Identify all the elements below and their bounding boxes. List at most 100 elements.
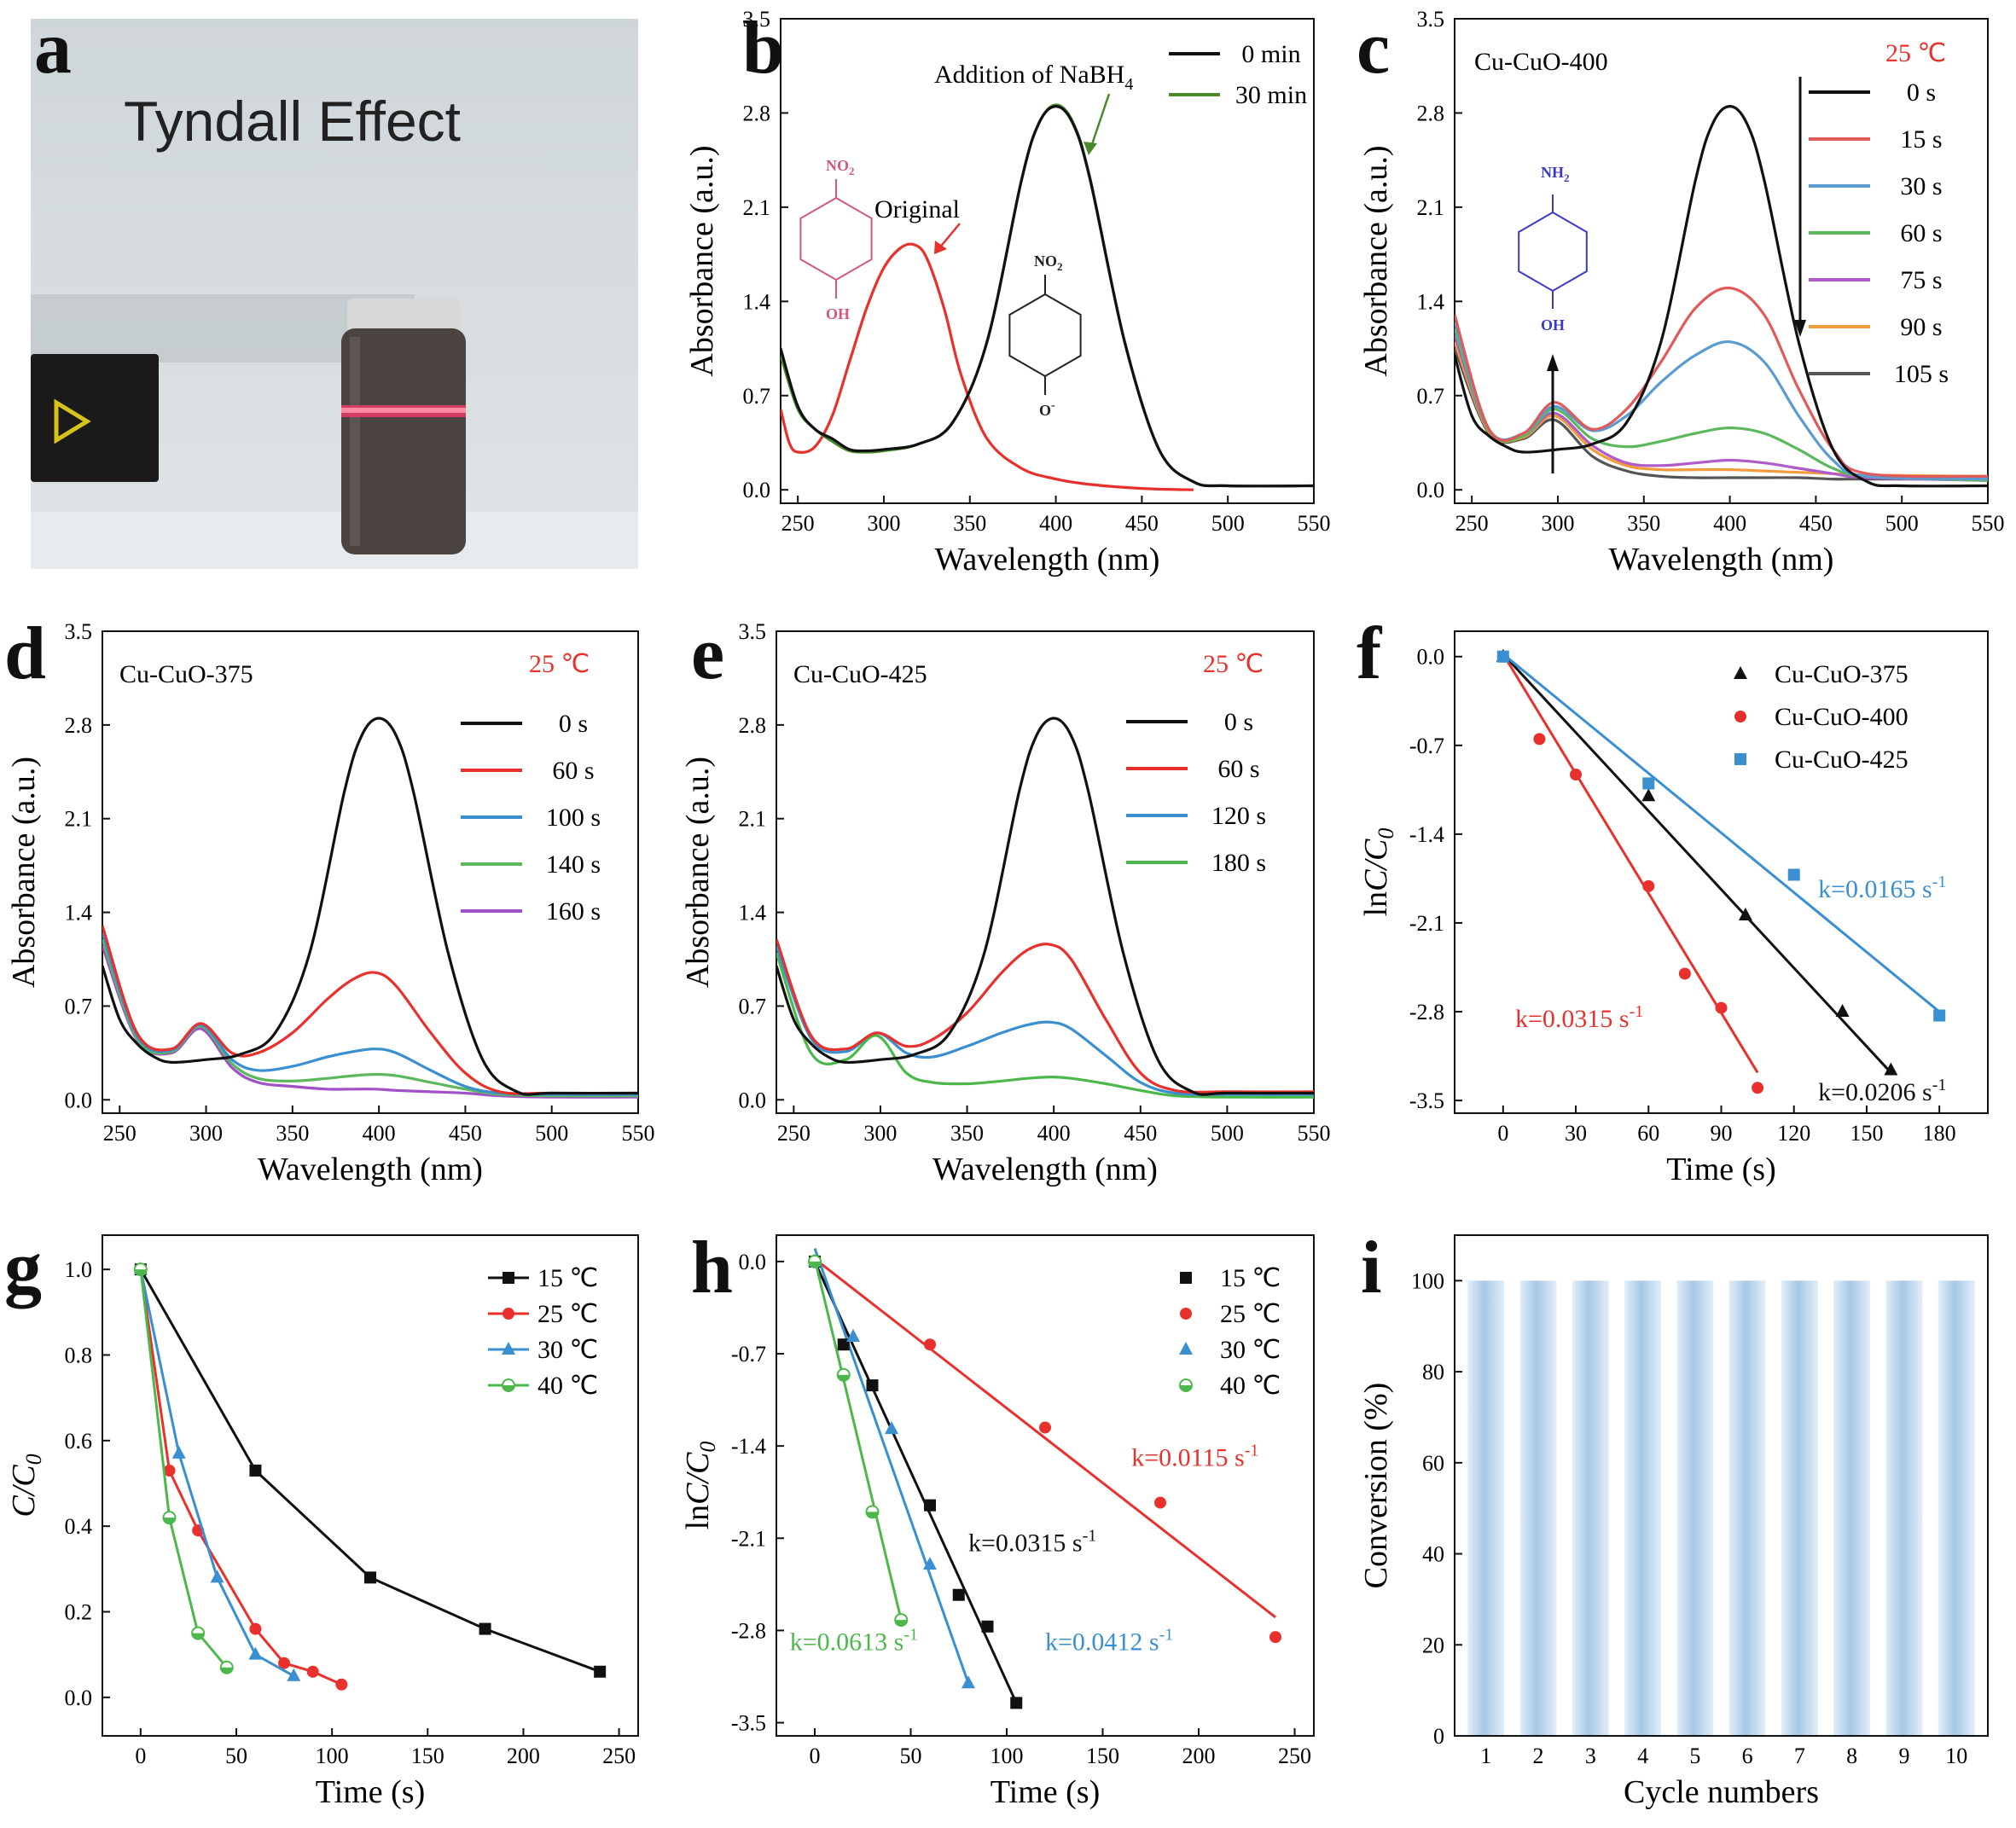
x-tick-label: 90 (1711, 1121, 1733, 1146)
y-axis-label: Absorbance (a.u.) (6, 757, 42, 988)
x-tick-label: 400 (1037, 1121, 1071, 1146)
panel-label-g: g (4, 1227, 42, 1309)
y-tick-label: -2.8 (731, 1618, 766, 1643)
series-line (102, 938, 638, 1098)
x-tick-label: 1 (1480, 1744, 1491, 1768)
data-point-fill (163, 1518, 176, 1524)
x-tick-label: 250 (1455, 511, 1489, 536)
series-lines (776, 717, 1314, 1099)
y-tick-label: 0.4 (65, 1514, 93, 1539)
temperature-label: 25 ℃ (1885, 39, 1946, 67)
vial-body (341, 328, 466, 554)
series-line (781, 242, 1194, 491)
panel-a-photo: a Tyndall Effect (31, 7, 638, 569)
series-line (102, 925, 638, 1095)
panel-label-d: d (4, 612, 46, 695)
x-tick-label: 500 (535, 1121, 568, 1146)
data-point (962, 1675, 975, 1689)
x-axis-label: Cycle numbers (1624, 1774, 1819, 1810)
annotation-arrow-original (938, 223, 961, 250)
x-tick-label: 150 (1086, 1744, 1119, 1768)
y-tick-label: 2.1 (743, 195, 771, 220)
bar-cycle-3 (1572, 1280, 1609, 1736)
sample-name: Cu-CuO-400 (1474, 48, 1608, 76)
nitrophenolate-ring-icon (1008, 293, 1082, 378)
legend-label: Cu-CuO-425 (1775, 746, 1909, 774)
x-tick-label: 500 (1211, 511, 1245, 536)
y-tick-label: 3.5 (739, 619, 767, 644)
fit-line (1502, 653, 1941, 1013)
aminophenol-ring-icon (1518, 211, 1588, 293)
legend-label: 30 ℃ (1220, 1336, 1281, 1364)
series-lines (781, 103, 1314, 491)
x-tick-label: 350 (950, 1121, 984, 1146)
series-line (102, 717, 638, 1096)
data-point (503, 1308, 514, 1320)
y-tick-label: 2.1 (739, 807, 767, 832)
plot-frame (776, 630, 1315, 1114)
x-axis-label: Time (s) (316, 1774, 425, 1810)
rate-constant-label: k=0.0315 s-1 (968, 1527, 1096, 1558)
y-tick-label: 0.0 (1417, 645, 1445, 670)
data-point (1734, 711, 1746, 722)
panel-e: 250 300 350 400 450 500 550 0.0 0.7 1.4 2.1 2.8 3.5 W… (680, 612, 1331, 1187)
rate-constant-label: k=0.0115 s-1 (1131, 1441, 1258, 1471)
x-tick-label: 10 (1945, 1744, 1967, 1768)
vial-cap (347, 299, 460, 333)
data-point (923, 1557, 937, 1570)
annotation-addition: Addition of NaBH4 (934, 61, 1133, 94)
series-lines (102, 717, 638, 1099)
y-tick-label: 1.0 (65, 1257, 93, 1282)
y-tick-label: -3.5 (1409, 1088, 1444, 1113)
series-line (781, 104, 1314, 488)
molecule-group-bottom: O- (1039, 399, 1055, 419)
x-tick-label: 250 (777, 1121, 810, 1146)
arrowhead-icon (1547, 354, 1559, 371)
data-point-fill (220, 1667, 233, 1674)
y-tick-label: -3.5 (731, 1711, 766, 1736)
legend-label: 0 s (559, 710, 588, 738)
data-point (1738, 908, 1752, 921)
y-axis-label: Absorbance (a.u.) (684, 145, 720, 376)
y-tick-label: 2.1 (65, 807, 93, 832)
rate-constant-exponent: -1 (1159, 1626, 1174, 1645)
fit-line (1502, 653, 1759, 1074)
data-point (1715, 1001, 1728, 1014)
data-point (278, 1657, 291, 1669)
y-tick-label: -1.4 (731, 1434, 766, 1459)
legend-label: 75 s (1900, 266, 1942, 294)
x-tick-label: 6 (1742, 1744, 1753, 1768)
data-point (1835, 1004, 1850, 1018)
rate-constant-exponent: -1 (1932, 1076, 1947, 1094)
x-tick-label: 350 (1627, 511, 1660, 536)
panel-h: 0 50 100 150 200 250 0.0 -0.7 -1.4 -2.1 -2.8 -3.5 Ti… (680, 1227, 1315, 1810)
fit-line (1502, 653, 1892, 1074)
molecule-charge: - (1051, 399, 1055, 412)
molecule-group-bottom: OH (1541, 316, 1565, 334)
laser-beam-core (341, 408, 466, 413)
data-point (924, 1338, 936, 1351)
y-tick-label: 80 (1422, 1360, 1444, 1384)
y-axis-label-part: ln (1358, 891, 1394, 917)
panel-label-a: a (34, 7, 72, 90)
x-tick-label: 150 (411, 1744, 444, 1768)
x-tick-label: 300 (863, 1121, 897, 1146)
photo-table (31, 512, 638, 569)
sample-name: Cu-CuO-375 (119, 660, 253, 688)
data-point (163, 1464, 176, 1477)
annotation-addition-sub: 4 (1124, 75, 1133, 94)
series-lines (1455, 104, 1988, 488)
y-axis-label-part: C/C (1358, 839, 1394, 891)
x-tick-label: 100 (316, 1744, 349, 1768)
series-line (139, 1268, 601, 1674)
x-tick-label: 550 (1972, 511, 2005, 536)
x-tick-label: 9 (1898, 1744, 1909, 1768)
legend-label: 90 s (1900, 313, 1942, 341)
y-tick-label: -0.7 (1409, 734, 1444, 758)
data-point (1642, 777, 1655, 790)
y-axis-label: Absorbance (a.u.) (1358, 145, 1394, 376)
fit-line (813, 1258, 903, 1621)
data-point (1884, 1062, 1898, 1076)
